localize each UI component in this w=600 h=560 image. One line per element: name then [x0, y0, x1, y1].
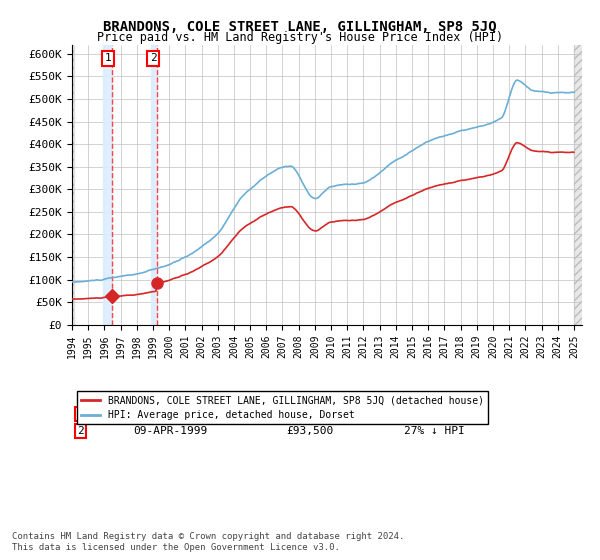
Text: 2: 2: [150, 53, 157, 63]
Text: 34% ↓ HPI: 34% ↓ HPI: [404, 409, 464, 419]
Text: £63,000: £63,000: [286, 409, 334, 419]
Text: 1: 1: [104, 53, 112, 63]
Bar: [103, 45, 112, 325]
Text: 09-APR-1999: 09-APR-1999: [133, 426, 208, 436]
Text: 27% ↓ HPI: 27% ↓ HPI: [404, 426, 464, 436]
Text: BRANDONS, COLE STREET LANE, GILLINGHAM, SP8 5JQ: BRANDONS, COLE STREET LANE, GILLINGHAM, …: [103, 20, 497, 34]
Text: 20-JUN-1996: 20-JUN-1996: [133, 409, 208, 419]
Bar: [151, 45, 157, 325]
Text: Contains HM Land Registry data © Crown copyright and database right 2024.
This d: Contains HM Land Registry data © Crown c…: [12, 532, 404, 552]
Bar: [574, 45, 582, 325]
Bar: [72, 45, 74, 325]
Text: £93,500: £93,500: [286, 426, 334, 436]
Legend: BRANDONS, COLE STREET LANE, GILLINGHAM, SP8 5JQ (detached house), HPI: Average p: BRANDONS, COLE STREET LANE, GILLINGHAM, …: [77, 391, 488, 424]
Text: 1: 1: [77, 409, 84, 419]
Text: Price paid vs. HM Land Registry's House Price Index (HPI): Price paid vs. HM Land Registry's House …: [97, 31, 503, 44]
Text: 2: 2: [77, 426, 84, 436]
